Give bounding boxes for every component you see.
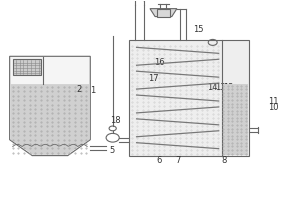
Text: 7: 7	[176, 156, 181, 165]
Text: 12: 12	[223, 83, 234, 92]
Bar	[157, 9, 170, 17]
Polygon shape	[11, 84, 89, 155]
Text: 18: 18	[110, 116, 120, 125]
Bar	[223, 84, 247, 155]
Bar	[129, 40, 248, 156]
Text: 2: 2	[77, 85, 82, 94]
Text: 5: 5	[110, 146, 115, 155]
Bar	[13, 59, 41, 75]
Text: 17: 17	[148, 74, 159, 83]
Text: 1: 1	[90, 86, 95, 95]
Text: 8: 8	[222, 156, 227, 165]
Text: 14: 14	[207, 83, 217, 92]
Text: 16: 16	[154, 58, 165, 67]
Text: 10: 10	[268, 103, 278, 112]
Text: 13: 13	[215, 83, 226, 92]
Text: 11: 11	[268, 97, 278, 106]
Text: 15: 15	[193, 25, 204, 34]
Polygon shape	[150, 9, 177, 17]
Text: 6: 6	[156, 156, 161, 165]
Polygon shape	[10, 56, 90, 156]
